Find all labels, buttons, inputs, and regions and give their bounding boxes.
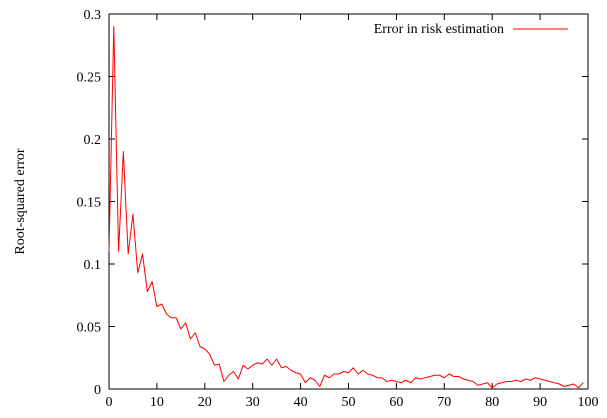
series-line [108,26,584,389]
x-tick-label: 90 [533,395,547,410]
y-tick-label: 0 [94,383,101,398]
series-layer [108,26,584,389]
y-axis-title: Root-squared error [13,148,28,254]
legend-label: Error in risk estimation [374,22,504,37]
x-tick-label: 80 [485,395,499,410]
y-tick-label: 0.1 [84,258,102,273]
y-tick-label: 0.15 [77,196,102,211]
x-tick-label: 70 [437,395,451,410]
ticks-layer [108,13,589,390]
y-tick-label: 0.2 [84,133,102,148]
y-tick-label: 0.3 [84,8,102,23]
legend: Error in risk estimation [374,22,568,37]
x-tick-label: 100 [578,395,599,410]
x-tick-label: 50 [342,395,356,410]
x-tick-label: 0 [106,395,113,410]
tick-labels-layer: 0 10 20 30 40 50 60 70 80 90 100 0 0.05 0.1 0.15 0.2 0.2… [77,8,599,410]
x-tick-label: 20 [198,395,212,410]
x-tick-label: 40 [294,395,308,410]
x-tick-label: 30 [246,395,260,410]
x-tick-label: 10 [150,395,164,410]
y-tick-label: 0.05 [77,321,102,336]
plot-frame [108,13,589,390]
x-tick-label: 60 [389,395,403,410]
y-tick-label: 0.25 [77,71,102,86]
